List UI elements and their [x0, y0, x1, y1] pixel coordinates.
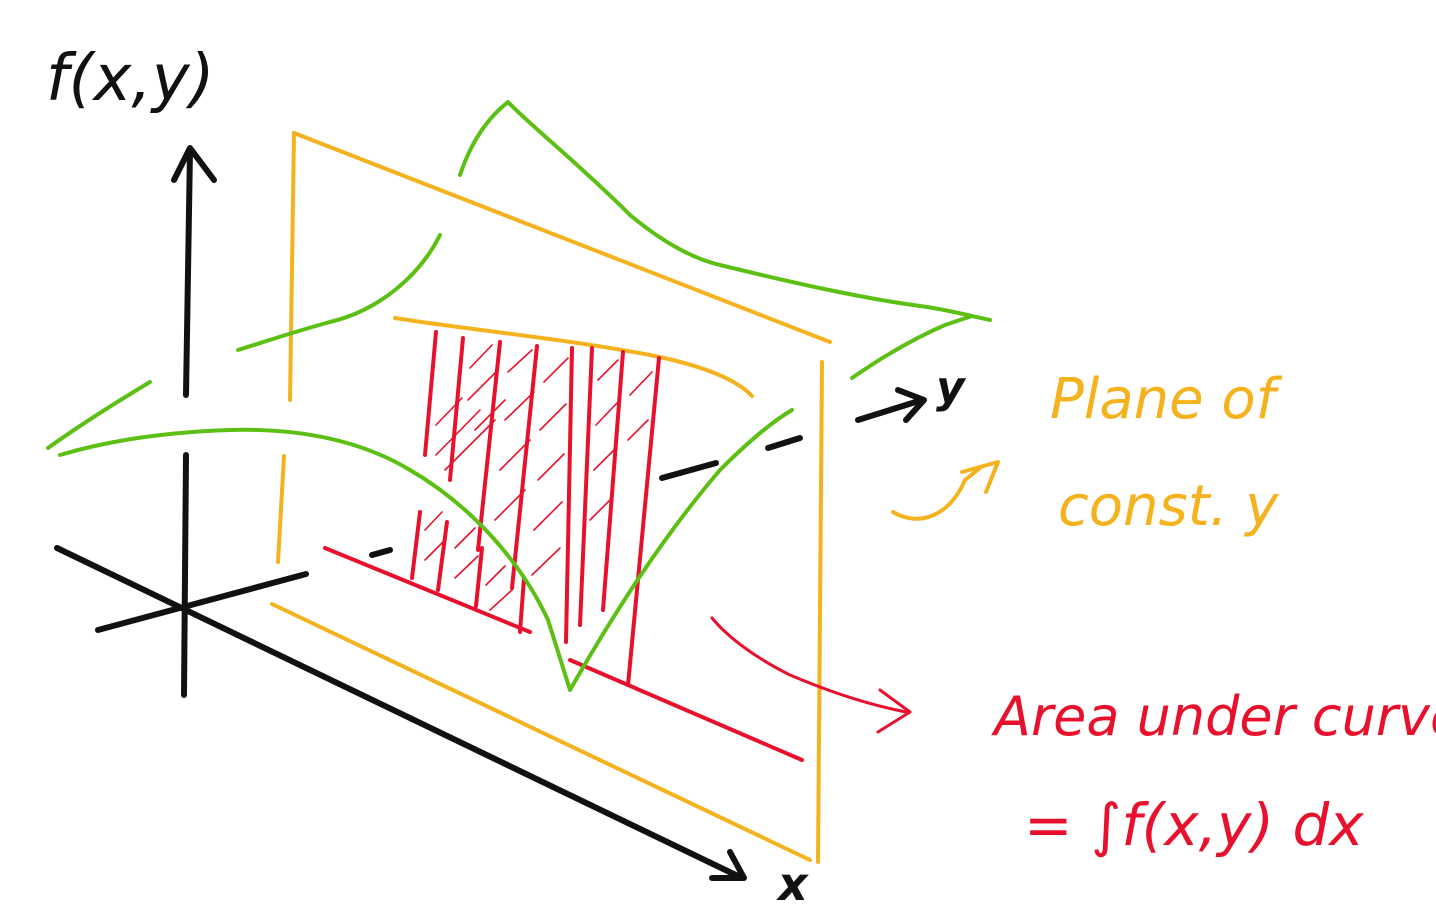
hatch	[589, 497, 613, 521]
hatch	[629, 371, 653, 396]
hatch	[467, 371, 497, 401]
hatch	[597, 359, 619, 381]
area-stroke	[578, 346, 594, 627]
area-stroke	[436, 520, 449, 592]
y-axis-line-back	[855, 397, 925, 423]
plane-left-edge-upper	[288, 131, 296, 402]
y-axis-line-front	[95, 571, 309, 633]
y-axis-arrowhead	[895, 387, 927, 423]
area-stroke	[564, 346, 574, 644]
hatch	[474, 399, 506, 431]
area-stroke	[476, 340, 502, 552]
area-label-arrowhead	[876, 688, 912, 734]
hatch	[533, 501, 563, 531]
area-stroke	[601, 350, 625, 612]
area-baseline-left	[323, 546, 532, 634]
axes	[54, 145, 927, 881]
z-axis-label: f(x,y)	[46, 42, 215, 116]
hatch	[504, 391, 535, 421]
hatch	[507, 349, 533, 373]
plane-left-edge-lower	[276, 454, 286, 564]
area-stroke	[474, 546, 484, 608]
area-stroke	[410, 510, 422, 580]
area-stroke	[510, 344, 539, 590]
y-axis-dash-3	[765, 435, 803, 451]
area-top-curve	[393, 316, 754, 398]
area-hatching	[424, 344, 653, 611]
hatch	[494, 489, 526, 521]
constant-y-plane	[270, 131, 1000, 864]
area-stroke	[518, 576, 526, 634]
hatch	[444, 419, 496, 471]
hatch	[595, 401, 619, 426]
area-under-curve	[323, 330, 912, 762]
y-axis-label: y	[936, 362, 967, 413]
area-stroke	[448, 336, 465, 482]
plane-label-line2: const. y	[1058, 474, 1279, 539]
hatch	[435, 409, 481, 456]
hatch	[424, 539, 446, 561]
x-axis-line	[54, 545, 745, 881]
hatch	[435, 397, 463, 426]
hatch	[543, 357, 569, 383]
plane-right-edge	[816, 360, 824, 864]
plane-label-arrow	[891, 466, 982, 521]
hatch	[531, 547, 561, 576]
hatch	[593, 447, 617, 471]
hatch	[454, 555, 479, 579]
y-axis-dash-1	[369, 547, 393, 558]
plane-label-arrowhead	[960, 460, 1000, 494]
hatch	[424, 511, 443, 531]
area-label-line2: = ∫f(x,y) dx	[1024, 791, 1364, 859]
z-axis-arrowhead	[171, 145, 217, 183]
surface-back-curve	[458, 100, 992, 322]
x-axis-arrowhead	[709, 849, 747, 881]
plane-label-line1: Plane of	[1050, 367, 1283, 432]
z-axis-line-lower	[181, 452, 189, 698]
surface-front-left-tail	[46, 380, 152, 450]
area-stroke	[626, 356, 661, 687]
surface-back-right-tail	[850, 314, 974, 380]
area-label-line1: Area under curve	[991, 685, 1436, 748]
area-label-arrow	[710, 616, 908, 714]
surface-curves	[46, 100, 992, 692]
area-vertical-strokes	[410, 330, 661, 687]
area-stroke	[423, 330, 438, 457]
hatch	[539, 403, 567, 431]
hatch	[454, 527, 476, 549]
surface-front-curve	[58, 408, 794, 692]
plane-bottom-edge	[270, 602, 812, 862]
y-axis-dash-2	[659, 460, 719, 481]
plane-top-edge	[292, 131, 832, 344]
hatch	[627, 419, 649, 441]
area-baseline-right	[568, 658, 804, 762]
x-axis-label: x	[776, 857, 809, 911]
surface-middle-curve	[236, 233, 442, 352]
hatch	[499, 439, 531, 471]
hatch	[485, 565, 506, 586]
hatch	[489, 589, 513, 611]
z-axis-line-upper	[183, 147, 193, 398]
hatch	[537, 453, 565, 481]
hatch	[469, 344, 493, 369]
